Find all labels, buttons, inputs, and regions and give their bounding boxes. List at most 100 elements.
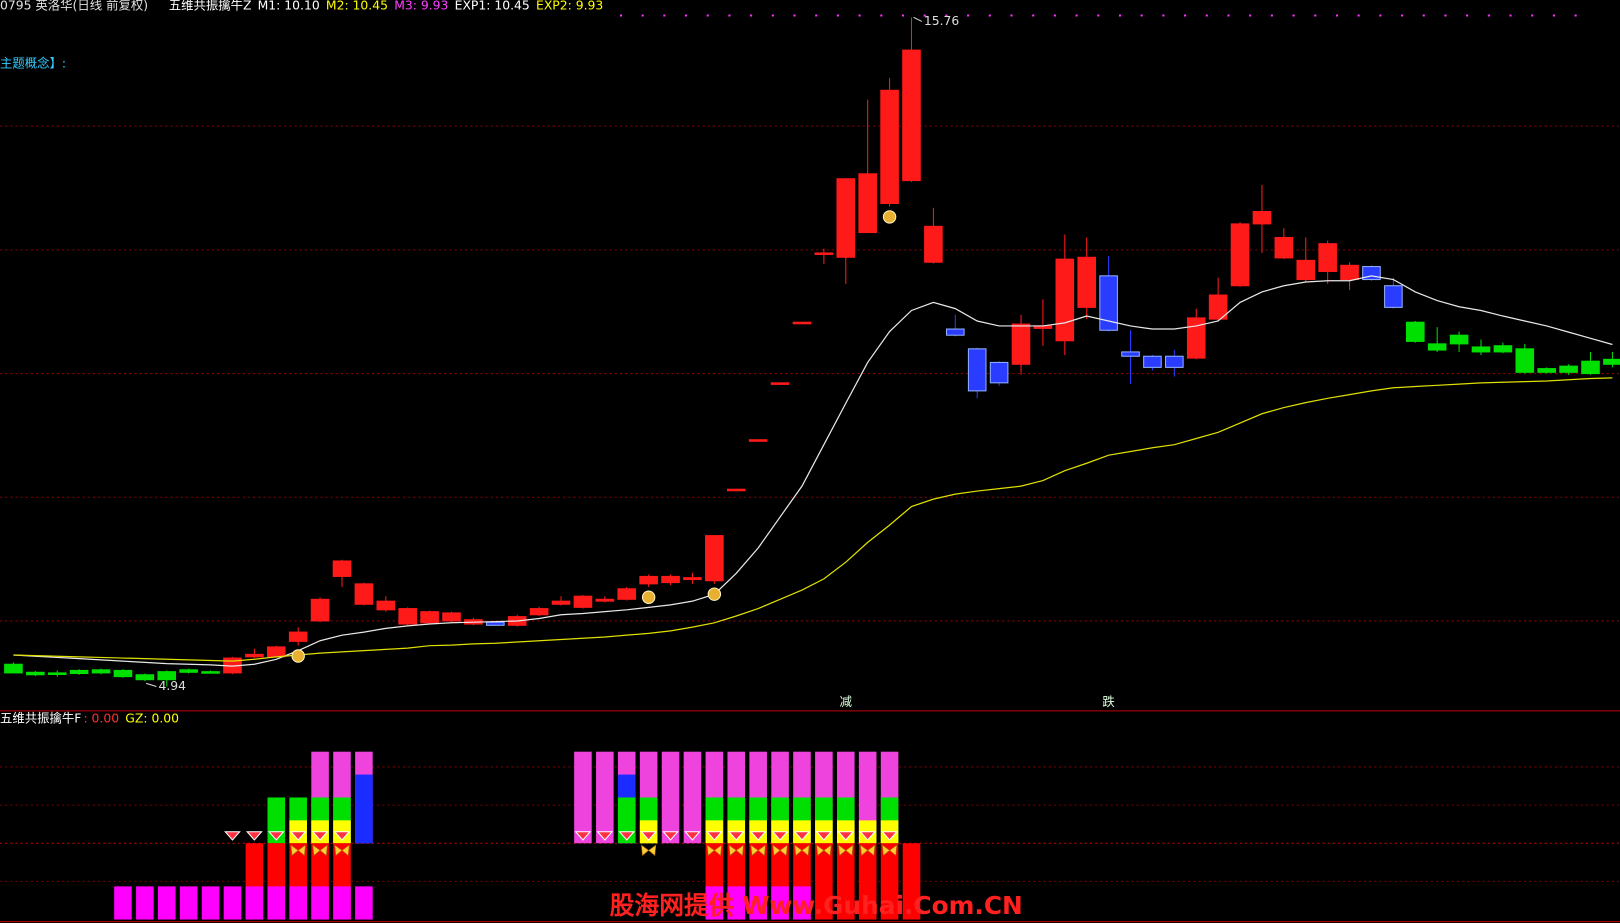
- candle-body: [1296, 259, 1316, 281]
- candle-body: [332, 560, 352, 577]
- signal-bar: [815, 843, 833, 920]
- gem-icon: [246, 831, 263, 841]
- lower-title: 五维共振擒牛F: [0, 711, 81, 726]
- candle-body: [1099, 275, 1118, 331]
- candle-body: [376, 600, 396, 611]
- indicator-name: 五维共振擒牛Z: [169, 0, 252, 13]
- average-line: [13, 377, 1613, 662]
- signal-bar: [727, 886, 746, 920]
- gem-icon: [815, 831, 833, 841]
- signal-bar: [858, 843, 877, 920]
- candle-body: [1165, 355, 1184, 368]
- candle-body: [4, 663, 23, 674]
- signal-bar: [289, 886, 307, 920]
- candle-body: [179, 669, 198, 673]
- candle-body: [529, 608, 549, 616]
- candle-body: [836, 178, 856, 258]
- candle-body: [858, 173, 877, 234]
- signal-bar: [880, 843, 899, 920]
- candle-body: [989, 361, 1009, 384]
- gem-icon: [662, 831, 679, 841]
- candle-body: [201, 671, 220, 674]
- signal-bar: [179, 886, 198, 920]
- theme-annotation: 主题概念】:: [0, 56, 66, 71]
- butterfly-icon: [641, 844, 657, 857]
- signal-bar: [114, 886, 132, 920]
- signal-bar: [157, 886, 176, 920]
- lower-legend-entry: : 0.00: [83, 711, 119, 726]
- candle-body: [1055, 258, 1075, 342]
- signal-bar: [902, 843, 921, 920]
- candle-body: [266, 646, 286, 658]
- watermark: 股海网提供 Www.Guhai.Com.CN: [610, 891, 1023, 920]
- candle-body: [91, 669, 111, 674]
- gem-icon: [881, 831, 898, 841]
- candle-body: [1405, 321, 1425, 342]
- max-pointer: [913, 16, 923, 22]
- signal-bar: [136, 886, 154, 920]
- butterfly-icon: [750, 844, 766, 857]
- butterfly-icon: [290, 844, 306, 857]
- candle-body: [157, 671, 177, 681]
- signal-bar: [596, 751, 614, 844]
- butterfly-icon: [794, 844, 810, 857]
- gem-icon: [684, 831, 701, 841]
- legend-entry: EXP1: 10.45: [455, 0, 530, 13]
- gem-icon: [333, 831, 351, 841]
- candle-body: [1340, 264, 1359, 281]
- candle-body: [748, 439, 768, 442]
- candle-body: [573, 595, 593, 608]
- gem-icon: [618, 831, 636, 841]
- candle-body: [1274, 236, 1294, 259]
- candle-body: [726, 488, 746, 492]
- gem-icon: [574, 831, 592, 841]
- butterfly-icon: [334, 844, 350, 857]
- gem-icon: [705, 831, 723, 841]
- candle-body: [69, 669, 89, 675]
- header-title: 0795 英洛华(日线 前复权): [0, 0, 148, 13]
- signal-bar: [223, 886, 242, 920]
- gem-icon: [311, 831, 329, 841]
- candle-body: [617, 588, 637, 600]
- candle-body: [1011, 323, 1031, 365]
- signal-bar: [201, 886, 220, 920]
- candle-body: [354, 583, 374, 605]
- butterfly-icon: [838, 844, 854, 857]
- gem-icon: [859, 831, 877, 841]
- signal-bar: [705, 886, 724, 920]
- signal-bar: [858, 751, 877, 844]
- gem-icon: [596, 831, 614, 841]
- candle-body: [880, 89, 899, 204]
- gem-icon: [640, 831, 658, 841]
- signal-bar: [749, 886, 767, 920]
- candle-body: [113, 669, 133, 678]
- candle-body: [1471, 346, 1491, 353]
- signal-bar: [333, 886, 351, 920]
- candle-body: [683, 577, 702, 581]
- gem-icon: [224, 831, 241, 841]
- candle-body: [770, 382, 790, 385]
- candle-body: [705, 535, 724, 582]
- candle-body: [1208, 294, 1228, 320]
- signal-label: 减: [840, 694, 853, 709]
- butterfly-icon: [881, 844, 898, 857]
- candle-body: [945, 328, 965, 336]
- candle-body: [792, 321, 812, 325]
- butterfly-icon: [816, 844, 832, 857]
- signal-bar: [793, 886, 811, 920]
- money-icon: [641, 590, 656, 604]
- money-icon: [707, 587, 722, 601]
- butterfly-icon: [312, 844, 328, 857]
- candle-body: [245, 653, 264, 658]
- candle-body: [967, 348, 987, 392]
- gem-icon: [837, 831, 855, 841]
- candle-body: [1537, 368, 1556, 373]
- candle-body: [1252, 211, 1272, 225]
- max-label: 15.76: [924, 13, 960, 28]
- candle-body: [814, 252, 834, 256]
- signal-bar: [245, 886, 264, 920]
- candle-body: [398, 608, 417, 625]
- candle-body: [310, 598, 330, 622]
